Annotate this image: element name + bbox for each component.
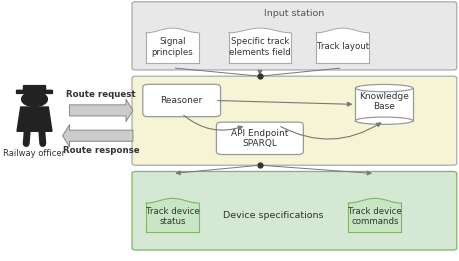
Polygon shape <box>355 88 412 121</box>
Text: Specific track
elements field: Specific track elements field <box>229 37 290 57</box>
Ellipse shape <box>354 117 412 124</box>
FancyBboxPatch shape <box>216 122 303 155</box>
Text: Route response: Route response <box>63 146 139 155</box>
Polygon shape <box>146 198 198 203</box>
FancyBboxPatch shape <box>348 203 400 232</box>
FancyBboxPatch shape <box>132 2 456 70</box>
FancyBboxPatch shape <box>132 171 456 250</box>
FancyBboxPatch shape <box>17 90 52 93</box>
Text: Reasoner: Reasoner <box>160 96 202 105</box>
Text: Track device
status: Track device status <box>146 207 199 226</box>
Text: Track device
commands: Track device commands <box>347 207 401 226</box>
FancyBboxPatch shape <box>146 33 198 63</box>
Text: KB Model: KB Model <box>251 127 295 136</box>
Text: Route request: Route request <box>66 90 136 99</box>
Polygon shape <box>17 107 52 131</box>
FancyBboxPatch shape <box>316 33 369 63</box>
Text: API Endpoint
SPARQL: API Endpoint SPARQL <box>231 129 288 148</box>
Polygon shape <box>316 28 369 33</box>
FancyBboxPatch shape <box>23 86 45 92</box>
Text: Input station: Input station <box>264 9 324 17</box>
Text: Knowledge
Base: Knowledge Base <box>358 92 408 111</box>
FancyBboxPatch shape <box>143 84 220 117</box>
FancyBboxPatch shape <box>228 33 290 63</box>
FancyBboxPatch shape <box>146 203 198 232</box>
Circle shape <box>22 92 47 106</box>
Text: Signal
principles: Signal principles <box>151 37 193 57</box>
Polygon shape <box>348 198 400 203</box>
Ellipse shape <box>354 85 412 92</box>
Text: Track layout: Track layout <box>316 42 368 51</box>
Polygon shape <box>228 28 290 33</box>
Text: Device specifications: Device specifications <box>223 211 323 220</box>
Text: Railway officer: Railway officer <box>3 149 66 158</box>
Polygon shape <box>146 28 198 33</box>
FancyBboxPatch shape <box>132 76 456 165</box>
